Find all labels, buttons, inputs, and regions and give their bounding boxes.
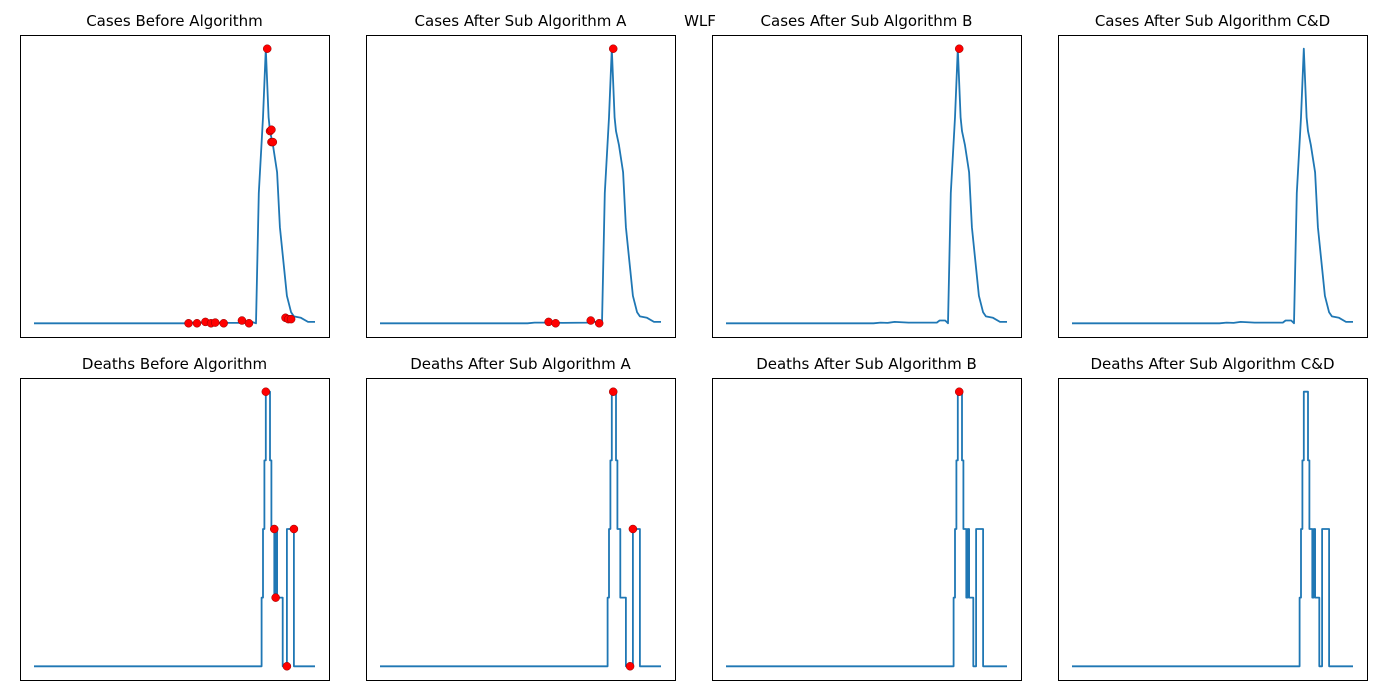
subplot-3: Cases After Sub Algorithm B <box>712 12 1022 338</box>
outlier-marker <box>268 137 278 147</box>
axes-frame <box>1058 35 1368 338</box>
outlier-marker <box>244 319 254 328</box>
outlier-marker <box>219 319 228 328</box>
outlier-marker <box>286 314 296 324</box>
series-line <box>726 390 1007 668</box>
axes-frame <box>366 378 676 681</box>
outlier-marker <box>544 317 553 327</box>
series-line <box>34 47 315 325</box>
subplot-title: Cases Before Algorithm <box>86 12 263 30</box>
subplot-title: Deaths After Sub Algorithm B <box>756 355 977 373</box>
subplot-2: Cases After Sub Algorithm A <box>366 12 676 338</box>
outlier-marker <box>270 524 279 534</box>
series-line <box>380 47 661 325</box>
outlier-marker <box>271 593 280 602</box>
axes-frame <box>1058 378 1368 681</box>
outlier-marker <box>954 44 964 53</box>
outlier-marker <box>551 319 560 328</box>
outlier-marker <box>628 524 638 534</box>
subplot-6: Deaths After Sub Algorithm A <box>366 355 676 681</box>
axes-frame <box>366 35 676 338</box>
subplot-7: Deaths After Sub Algorithm B <box>712 355 1022 681</box>
subplot-8: Deaths After Sub Algorithm C&D <box>1058 355 1368 681</box>
outlier-marker <box>289 524 299 534</box>
outlier-marker <box>184 319 193 328</box>
outlier-marker <box>262 44 272 53</box>
subplot-title: Deaths Before Algorithm <box>82 355 267 373</box>
outlier-marker <box>282 662 292 671</box>
axes-frame <box>712 35 1022 338</box>
subplot-1: Cases Before Algorithm <box>20 12 330 338</box>
outlier-marker <box>192 319 202 328</box>
series-line <box>726 47 1007 325</box>
series-line <box>1072 390 1353 668</box>
axes-frame <box>712 378 1022 681</box>
subplot-4: Cases After Sub Algorithm C&D <box>1058 12 1368 338</box>
series-line <box>1072 47 1353 325</box>
subplot-title: Deaths After Sub Algorithm C&D <box>1091 355 1335 373</box>
series-line <box>380 390 661 668</box>
subplot-title: Cases After Sub Algorithm C&D <box>1095 12 1330 30</box>
outlier-marker <box>594 319 604 328</box>
outlier-marker <box>586 316 595 325</box>
outlier-marker <box>261 387 271 396</box>
subplot-title: Deaths After Sub Algorithm A <box>410 355 631 373</box>
axes-frame <box>20 378 330 681</box>
figure-suptitle: WLF <box>684 12 716 30</box>
outlier-marker <box>210 318 220 327</box>
outlier-marker <box>608 387 618 396</box>
subplot-grid: Cases Before Algorithm Cases After Sub Al… <box>20 12 1368 681</box>
outlier-marker <box>625 662 635 671</box>
outlier-marker <box>954 387 964 396</box>
outlier-marker <box>608 44 618 53</box>
outlier-marker <box>267 125 276 134</box>
subplot-5: Deaths Before Algorithm <box>20 355 330 681</box>
subplot-title: Cases After Sub Algorithm B <box>761 12 973 30</box>
subplot-title: Cases After Sub Algorithm A <box>415 12 628 30</box>
axes-frame <box>20 35 330 338</box>
